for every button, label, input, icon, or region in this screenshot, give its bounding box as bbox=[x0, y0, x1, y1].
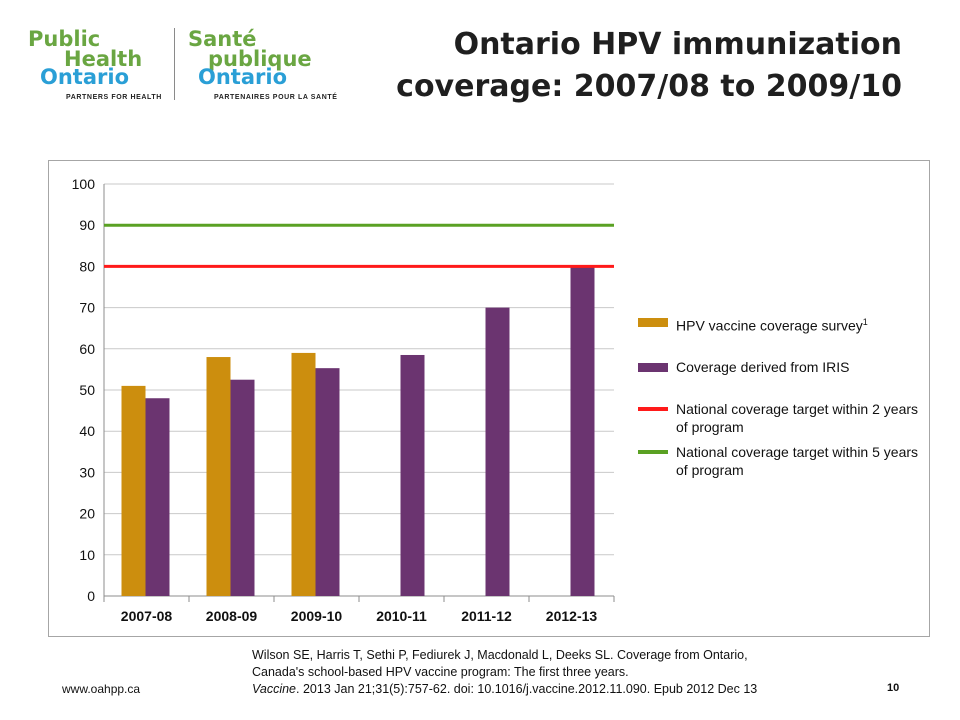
slide-title: Ontario HPV immunization coverage: 2007/… bbox=[382, 24, 902, 108]
citation-details: . 2013 Jan 21;31(5):757-62. doi: 10.1016… bbox=[296, 682, 758, 696]
legend-swatch-iris bbox=[638, 363, 668, 372]
bar-iris-2009-10 bbox=[315, 368, 340, 596]
logo-en-line1: Public bbox=[28, 27, 101, 51]
legend-swatch-target-2yr bbox=[638, 407, 668, 411]
bar-iris-2007-08 bbox=[145, 398, 170, 596]
coverage-bar-chart: 0 10 20 30 40 50 60 70 80 90 100 2007-08 2008-09 2009… bbox=[72, 176, 615, 624]
citation-journal: Vaccine bbox=[252, 682, 297, 696]
bar-survey-2008-09 bbox=[206, 357, 231, 596]
logo-fr-line2: publique bbox=[208, 47, 312, 71]
logo-en-line2: Health bbox=[64, 47, 143, 71]
y-tick-label: 70 bbox=[79, 300, 95, 316]
x-tick-label: 2010-11 bbox=[376, 608, 427, 624]
citation-line1: Wilson SE, Harris T, Sethi P, Fediurek J… bbox=[252, 648, 748, 662]
logo-fr-line3: Ontario bbox=[198, 65, 287, 89]
y-tick-label: 20 bbox=[79, 506, 95, 522]
citation: Wilson SE, Harris T, Sethi P, Fediurek J… bbox=[252, 647, 872, 698]
y-tick-label: 30 bbox=[79, 464, 95, 480]
title-line1: Ontario HPV immunization bbox=[453, 27, 902, 62]
bar-survey-2009-10 bbox=[291, 352, 316, 596]
y-tick-label: 40 bbox=[79, 423, 95, 439]
page-number: 10 bbox=[887, 682, 900, 694]
legend-label-survey: HPV vaccine coverage survey1 bbox=[676, 317, 868, 334]
legend-label-iris: Coverage derived from IRIS bbox=[676, 359, 850, 375]
x-tick-label: 2011-12 bbox=[461, 608, 512, 624]
y-tick-label: 80 bbox=[79, 258, 95, 274]
chart-frame: 0 10 20 30 40 50 60 70 80 90 100 2007-08 2008-09 2009… bbox=[48, 160, 930, 637]
y-tick-label: 10 bbox=[79, 547, 95, 563]
x-tick-label: 2012-13 bbox=[546, 608, 598, 624]
citation-line2: Canada's school-based HPV vaccine progra… bbox=[252, 665, 629, 679]
bar-iris-2010-11 bbox=[400, 354, 425, 596]
bar-iris-2011-12 bbox=[485, 307, 510, 596]
logo-divider bbox=[174, 28, 175, 100]
legend-label-target-2yr: National coverage target within 2 years … bbox=[676, 401, 919, 435]
y-tick-label: 50 bbox=[79, 382, 95, 398]
legend-swatch-survey bbox=[638, 318, 668, 327]
y-tick-label: 0 bbox=[87, 588, 95, 604]
bar-iris-2008-09 bbox=[230, 379, 255, 596]
y-tick-label: 100 bbox=[72, 176, 96, 192]
legend-swatch-target-5yr bbox=[638, 450, 668, 454]
footer-url: www.oahpp.ca bbox=[62, 682, 141, 696]
bar-survey-2007-08 bbox=[121, 385, 146, 596]
logo-en-tagline: PARTNERS FOR HEALTH bbox=[66, 94, 162, 101]
x-tick-label: 2008-09 bbox=[206, 608, 258, 624]
x-tick-label: 2007-08 bbox=[121, 608, 173, 624]
logo-fr-tagline: PARTENAIRES POUR LA SANTÉ bbox=[214, 94, 338, 101]
public-health-ontario-logo: Public Health Ontario PARTNERS FOR HEALT… bbox=[28, 26, 348, 104]
y-tick-label: 60 bbox=[79, 341, 95, 357]
y-tick-label: 90 bbox=[79, 217, 95, 233]
x-tick-label: 2009-10 bbox=[291, 608, 343, 624]
legend-label-target-5yr: National coverage target within 5 years … bbox=[676, 444, 919, 478]
logo-fr-line1: Santé bbox=[188, 27, 257, 51]
bar-iris-2012-13 bbox=[570, 266, 595, 596]
citation-line3: Vaccine. 2013 Jan 21;31(5):757-62. doi: … bbox=[252, 681, 872, 698]
title-line2: coverage: 2007/08 to 2009/10 bbox=[396, 69, 902, 104]
logo-en-line3: Ontario bbox=[40, 65, 129, 89]
